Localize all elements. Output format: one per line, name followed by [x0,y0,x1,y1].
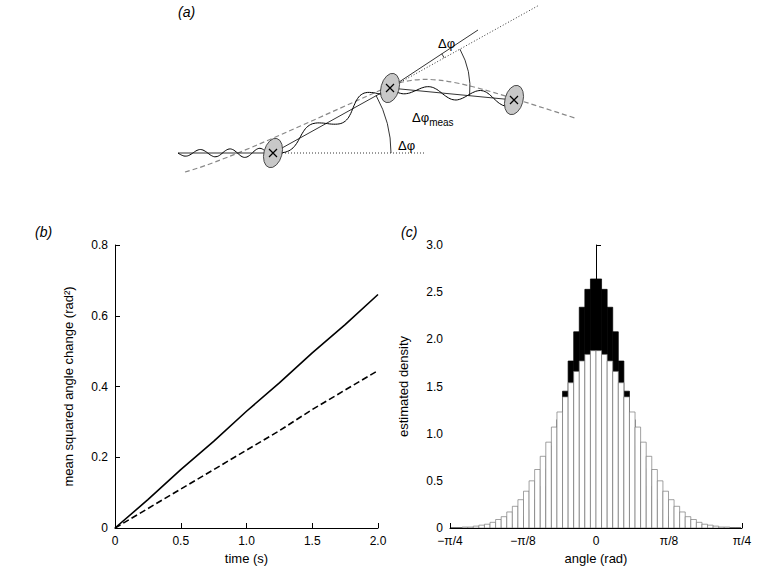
svg-text:1.5: 1.5 [304,534,321,548]
svg-text:2.5: 2.5 [426,285,443,299]
svg-text:2.0: 2.0 [370,534,387,548]
svg-text:0: 0 [101,521,108,535]
svg-text:(a): (a) [178,4,195,20]
svg-text:−π/8: −π/8 [510,534,536,548]
svg-text:3.0: 3.0 [426,238,443,252]
svg-text:0.6: 0.6 [91,309,108,323]
svg-text:0.8: 0.8 [91,238,108,252]
svg-text:1.0: 1.0 [238,534,255,548]
svg-text:(c): (c) [401,224,417,240]
svg-text:0.2: 0.2 [91,450,108,464]
svg-text:π/8: π/8 [660,534,679,548]
svg-text:0: 0 [436,521,443,535]
svg-text:0.5: 0.5 [172,534,189,548]
svg-text:0.4: 0.4 [91,380,108,394]
svg-text:mean squared angle change (rad: mean squared angle change (rad²) [61,286,76,486]
svg-text:estimated density: estimated density [396,335,411,437]
svg-text:Δφ: Δφ [398,138,415,153]
svg-text:Δφ: Δφ [438,36,455,51]
svg-text:0: 0 [112,534,119,548]
svg-text:−π/4: −π/4 [437,534,463,548]
svg-text:1.0: 1.0 [426,427,443,441]
svg-text:π/4: π/4 [733,534,752,548]
svg-text:1.5: 1.5 [426,380,443,394]
svg-text:0: 0 [593,534,600,548]
svg-text:time (s): time (s) [225,551,268,566]
svg-text:Δφmeas: Δφmeas [412,110,454,128]
svg-text:0.5: 0.5 [426,474,443,488]
svg-text:(b): (b) [35,224,52,240]
svg-text:angle (rad): angle (rad) [565,551,628,566]
svg-text:2.0: 2.0 [426,332,443,346]
